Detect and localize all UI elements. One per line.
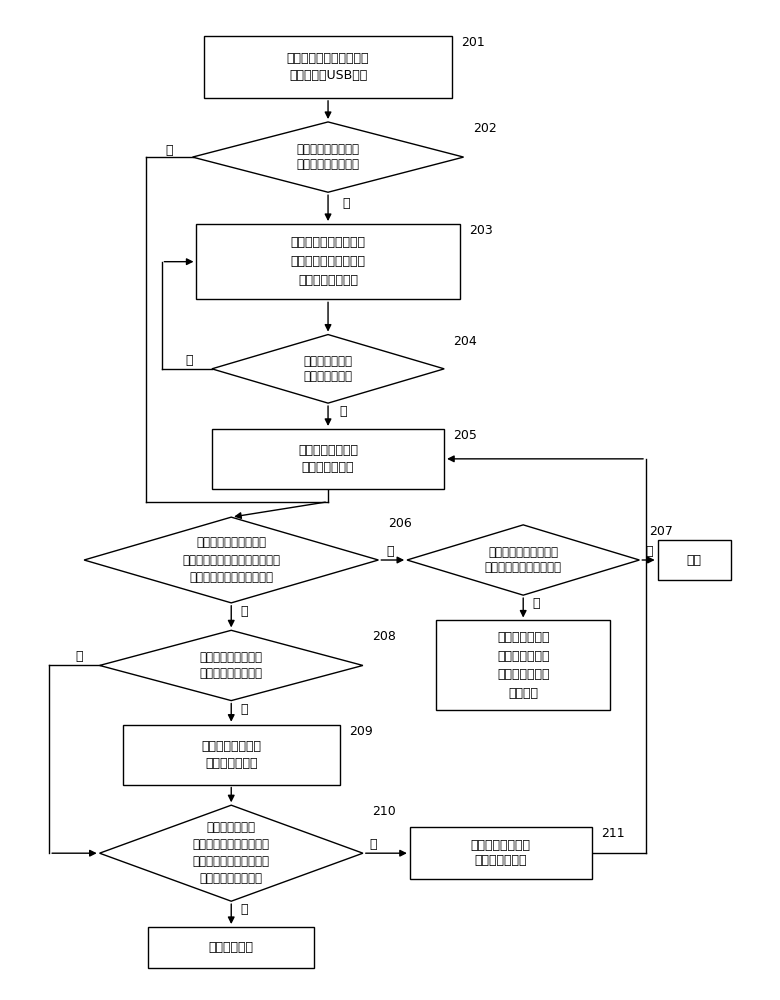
Text: 智能密钥设备上电初始化: 智能密钥设备上电初始化: [287, 52, 369, 65]
Text: 报错: 报错: [687, 554, 702, 567]
FancyBboxPatch shape: [148, 927, 314, 968]
Text: 判断其是否为一键恢复指令: 判断其是否为一键恢复指令: [190, 571, 273, 584]
Text: 否: 否: [386, 545, 394, 558]
Text: 否: 否: [75, 650, 83, 663]
FancyBboxPatch shape: [410, 827, 592, 879]
Text: 208: 208: [372, 630, 396, 643]
Text: ，将操作结果返: ，将操作结果返: [497, 668, 549, 681]
Text: 智能密钥设备用: 智能密钥设备用: [207, 821, 256, 834]
Text: 智能密钥设备判断文: 智能密钥设备判断文: [200, 651, 263, 664]
Text: 是: 是: [369, 838, 377, 851]
Text: 206: 206: [388, 517, 411, 530]
Text: 203: 203: [469, 224, 493, 237]
FancyBboxPatch shape: [197, 224, 459, 299]
Polygon shape: [100, 805, 363, 901]
Text: 210: 210: [372, 805, 396, 818]
FancyBboxPatch shape: [122, 725, 339, 785]
Text: 智能密钥设备等待接收: 智能密钥设备等待接收: [197, 536, 266, 549]
Polygon shape: [193, 122, 463, 192]
Text: 附属空间的备份数据覆盖: 附属空间的备份数据覆盖: [193, 838, 270, 851]
Polygon shape: [100, 630, 363, 701]
Text: 智能密钥设备将文: 智能密钥设备将文: [298, 444, 358, 457]
Text: 201: 201: [461, 36, 485, 49]
Text: 智能密钥设备判断接收: 智能密钥设备判断接收: [488, 546, 558, 559]
Text: 件正常标识复位: 件正常标识复位: [205, 757, 257, 770]
Text: 回给主机: 回给主机: [509, 687, 538, 700]
Polygon shape: [84, 517, 378, 603]
Text: 207: 207: [649, 525, 672, 538]
Text: 间的备份数据覆盖系统: 间的备份数据覆盖系统: [290, 255, 366, 268]
Text: 是: 是: [646, 545, 653, 558]
Text: 结束当前操作: 结束当前操作: [209, 941, 254, 954]
FancyBboxPatch shape: [658, 540, 731, 580]
Text: 否: 否: [185, 354, 193, 367]
Text: 202: 202: [473, 122, 497, 135]
Text: 是: 是: [165, 144, 173, 157]
Text: 209: 209: [349, 725, 373, 738]
Text: 204: 204: [453, 335, 477, 348]
Text: ，等待接收USB数据: ，等待接收USB数据: [289, 69, 367, 82]
Polygon shape: [407, 525, 640, 595]
Text: 件正常标识是否置位: 件正常标识是否置位: [200, 667, 263, 680]
Text: 文件中的备份数据: 文件中的备份数据: [298, 274, 358, 287]
Text: 否: 否: [342, 197, 349, 210]
Text: 是: 是: [339, 405, 346, 418]
Polygon shape: [212, 335, 445, 403]
Text: 否: 否: [240, 903, 248, 916]
Text: 件正常标识是否置位: 件正常标识是否置位: [296, 158, 360, 171]
Text: 智能密钥设备判: 智能密钥设备判: [303, 355, 353, 368]
Text: 令进行相应操作: 令进行相应操作: [497, 650, 549, 663]
Text: 211: 211: [601, 827, 625, 840]
Text: 205: 205: [453, 429, 477, 442]
Text: 件正常标识置位: 件正常标识置位: [302, 461, 354, 474]
Text: 否: 否: [533, 597, 540, 610]
Text: 并判断是否覆盖完成: 并判断是否覆盖完成: [200, 872, 263, 885]
FancyBboxPatch shape: [212, 429, 445, 489]
Text: 是: 是: [240, 703, 248, 716]
Text: 是: 是: [240, 605, 248, 618]
Text: 智能密钥设备将文: 智能密钥设备将文: [471, 839, 530, 852]
Text: 件正常标识置位: 件正常标识置位: [474, 854, 527, 867]
Text: 系统文件中的备份数据，: 系统文件中的备份数据，: [193, 855, 270, 868]
FancyBboxPatch shape: [204, 36, 452, 98]
Text: 断是否覆盖完成: 断是否覆盖完成: [303, 370, 353, 383]
Text: 智能密钥设备将文: 智能密钥设备将文: [201, 740, 261, 753]
Text: 主机下发指令，当接收到指令时: 主机下发指令，当接收到指令时: [183, 554, 280, 567]
FancyBboxPatch shape: [436, 620, 610, 710]
Text: 智能密钥设备用附属空: 智能密钥设备用附属空: [290, 236, 366, 249]
Text: 智能密钥设备判断文: 智能密钥设备判断文: [296, 143, 360, 156]
Text: 到的指令是否为生产指令: 到的指令是否为生产指令: [484, 561, 562, 574]
Text: 根据接收到的指: 根据接收到的指: [497, 631, 549, 644]
